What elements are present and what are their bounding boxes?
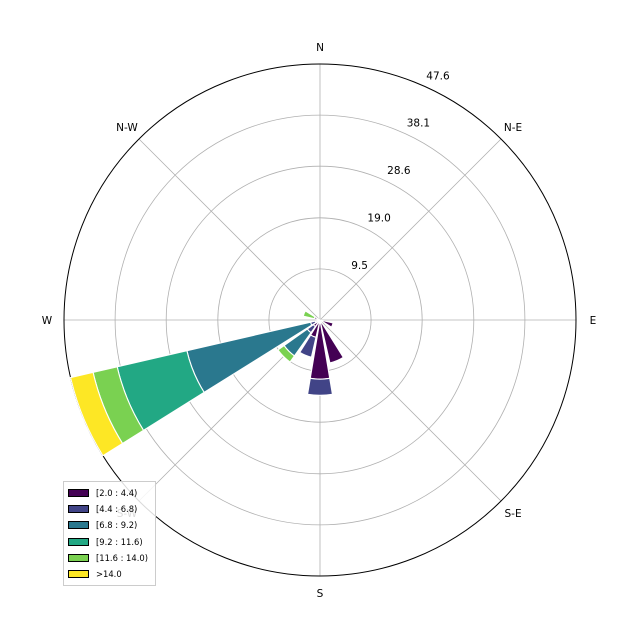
legend-entry: [11.6 : 14.0) <box>68 550 155 566</box>
angular-gridline <box>138 138 321 321</box>
direction-label: N-E <box>504 122 522 134</box>
polar-frame <box>63 63 577 577</box>
legend-label: [2.0 : 4.4) <box>96 488 138 499</box>
sector-bar <box>319 319 345 364</box>
direction-label: E <box>590 315 597 327</box>
direction-label: S <box>317 588 324 600</box>
legend-entry: [9.2 : 11.6) <box>68 534 155 550</box>
sector-bar <box>302 310 316 320</box>
legend-swatch <box>68 505 89 514</box>
legend-label: [11.6 : 14.0) <box>96 552 148 563</box>
direction-label: W <box>42 315 53 327</box>
sector-bars <box>69 310 345 457</box>
sector-bar <box>299 334 317 358</box>
polar-grid <box>63 63 577 577</box>
sector-bar <box>306 377 334 396</box>
legend-label: >14.0 <box>96 569 122 580</box>
angular-gridline <box>319 319 502 502</box>
direction-label: S-E <box>504 508 521 520</box>
direction-label: N-W <box>116 122 138 134</box>
radial-tick-label: 9.5 <box>351 260 368 272</box>
sector-bar <box>69 371 124 457</box>
legend-swatch <box>68 553 89 562</box>
sector-bar <box>277 344 296 363</box>
legend-entry: [6.8 : 9.2) <box>68 517 155 533</box>
legend-label: [4.4 : 6.8) <box>96 504 138 515</box>
legend-swatch <box>68 489 89 498</box>
axis-labels: NN-EES-ESS-WWN-W9.519.028.638.147.6 <box>42 42 597 600</box>
legend-label: [6.8 : 9.2) <box>96 520 138 531</box>
legend-entry: [4.4 : 6.8) <box>68 501 155 517</box>
legend-entry: [2.0 : 4.4) <box>68 485 155 501</box>
radial-tick-label: 28.6 <box>387 165 411 177</box>
radial-tick-label: 19.0 <box>367 213 390 225</box>
radial-tick-label: 47.6 <box>426 70 450 82</box>
direction-label: N <box>316 42 324 54</box>
legend-entry: >14.0 <box>68 566 155 582</box>
radial-tick-label: 38.1 <box>407 118 430 130</box>
legend-label: [9.2 : 11.6) <box>96 536 143 547</box>
angular-gridline <box>319 138 502 321</box>
legend-swatch <box>68 570 89 579</box>
legend-swatch <box>68 537 89 546</box>
sector-bar <box>319 319 334 328</box>
legend: [2.0 : 4.4) [4.4 : 6.8) [6.8 : 9.2) [9.2 : … <box>63 481 156 587</box>
legend-swatch <box>68 521 89 530</box>
